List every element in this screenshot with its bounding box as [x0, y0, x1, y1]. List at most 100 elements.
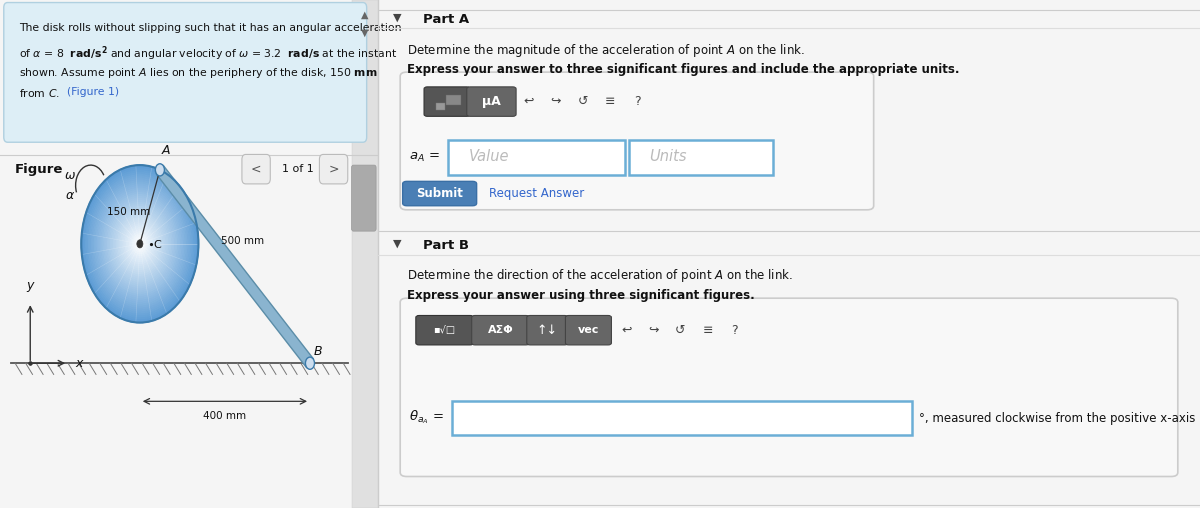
Circle shape	[96, 185, 184, 303]
Circle shape	[137, 240, 143, 248]
Circle shape	[90, 177, 190, 311]
Text: ↺: ↺	[577, 95, 588, 108]
Circle shape	[116, 212, 163, 275]
Text: ▼: ▼	[392, 239, 401, 249]
Circle shape	[121, 218, 158, 269]
Text: 400 mm: 400 mm	[203, 411, 246, 422]
Text: ?: ?	[634, 95, 641, 108]
Text: ↩: ↩	[523, 95, 534, 108]
FancyBboxPatch shape	[400, 298, 1178, 477]
FancyBboxPatch shape	[629, 140, 773, 175]
Circle shape	[106, 199, 174, 289]
Circle shape	[92, 181, 187, 307]
Circle shape	[101, 190, 180, 297]
Circle shape	[112, 206, 168, 281]
FancyBboxPatch shape	[352, 165, 376, 231]
Text: °, measured clockwise from the positive x-axis: °, measured clockwise from the positive …	[919, 411, 1195, 425]
Circle shape	[104, 197, 175, 291]
Text: Part B: Part B	[424, 239, 469, 252]
Circle shape	[82, 165, 198, 323]
FancyBboxPatch shape	[424, 87, 470, 116]
Circle shape	[102, 193, 178, 295]
Text: Request Answer: Request Answer	[488, 187, 584, 200]
Text: >: >	[329, 162, 338, 175]
Circle shape	[103, 195, 176, 293]
Text: 1 of 1: 1 of 1	[282, 164, 313, 174]
Circle shape	[130, 230, 150, 258]
Text: from $C$.: from $C$.	[19, 87, 61, 99]
Text: ↪: ↪	[551, 95, 560, 108]
Circle shape	[124, 222, 156, 266]
Text: 150 mm: 150 mm	[108, 207, 151, 217]
Text: $a_A$ =: $a_A$ =	[409, 151, 440, 164]
Text: A: A	[162, 144, 170, 157]
Text: The disk rolls without slipping such that it has an angular acceleration: The disk rolls without slipping such tha…	[19, 23, 401, 33]
Text: vec: vec	[577, 325, 599, 335]
Text: $\bullet$C: $\bullet$C	[146, 238, 163, 250]
Circle shape	[109, 203, 170, 285]
Text: shown. Assume point $A$ lies on the periphery of the disk, 150 $\mathbf{mm}$: shown. Assume point $A$ lies on the peri…	[19, 66, 377, 80]
Text: Figure: Figure	[16, 163, 64, 176]
Text: Submit: Submit	[416, 187, 463, 200]
Text: $\theta_{a_A}$ =: $\theta_{a_A}$ =	[409, 409, 444, 426]
Text: AΣΦ: AΣΦ	[487, 325, 514, 335]
Circle shape	[138, 242, 142, 246]
Text: Units: Units	[649, 149, 686, 165]
Polygon shape	[157, 165, 313, 368]
Text: Express your answer using three significant figures.: Express your answer using three signific…	[407, 289, 755, 302]
Text: ≡: ≡	[702, 324, 713, 337]
FancyBboxPatch shape	[446, 95, 461, 105]
Text: ▲: ▲	[361, 10, 368, 20]
Circle shape	[85, 171, 194, 316]
FancyBboxPatch shape	[400, 72, 874, 210]
Circle shape	[132, 234, 148, 253]
Circle shape	[108, 201, 172, 287]
Circle shape	[125, 224, 155, 264]
FancyBboxPatch shape	[436, 103, 445, 110]
Text: Value: Value	[468, 149, 509, 165]
Text: ↪: ↪	[648, 324, 659, 337]
Circle shape	[114, 208, 167, 279]
Circle shape	[134, 236, 145, 252]
Text: ≡: ≡	[605, 95, 616, 108]
Text: y: y	[26, 279, 34, 292]
Text: x: x	[76, 357, 83, 370]
Circle shape	[137, 240, 143, 248]
Circle shape	[127, 226, 154, 262]
Circle shape	[155, 164, 164, 176]
Circle shape	[98, 188, 181, 299]
Text: of $\alpha$ = 8  $\mathbf{rad/s^2}$ and angular velocity of $\omega$ = 3.2  $\ma: of $\alpha$ = 8 $\mathbf{rad/s^2}$ and a…	[19, 44, 397, 63]
Text: Determine the magnitude of the acceleration of point $A$ on the link.: Determine the magnitude of the accelerat…	[407, 42, 804, 58]
Text: Determine the direction of the acceleration of point $A$ on the link.: Determine the direction of the accelerat…	[407, 267, 793, 284]
FancyBboxPatch shape	[565, 315, 612, 345]
Circle shape	[88, 173, 192, 314]
Circle shape	[83, 167, 197, 321]
Circle shape	[128, 228, 151, 260]
Text: ↑↓: ↑↓	[536, 324, 558, 337]
Text: ↩: ↩	[620, 324, 631, 337]
Circle shape	[131, 232, 149, 256]
FancyBboxPatch shape	[527, 315, 568, 345]
Text: ?: ?	[732, 324, 738, 337]
Circle shape	[95, 183, 185, 305]
Circle shape	[122, 220, 157, 267]
FancyBboxPatch shape	[472, 315, 529, 345]
Text: Part A: Part A	[424, 13, 469, 26]
FancyBboxPatch shape	[352, 0, 378, 508]
Text: B: B	[313, 345, 323, 358]
Text: ▪√□: ▪√□	[433, 325, 456, 335]
Circle shape	[136, 238, 144, 250]
FancyBboxPatch shape	[4, 3, 367, 142]
FancyBboxPatch shape	[416, 315, 473, 345]
Text: ▼: ▼	[392, 13, 401, 23]
Circle shape	[84, 169, 196, 319]
Text: ▼: ▼	[361, 28, 368, 38]
Text: $\omega$: $\omega$	[64, 169, 76, 182]
Circle shape	[118, 214, 162, 273]
Text: 500 mm: 500 mm	[221, 236, 264, 246]
Circle shape	[306, 357, 314, 369]
Circle shape	[97, 187, 182, 301]
FancyBboxPatch shape	[452, 401, 912, 435]
Circle shape	[91, 179, 188, 309]
FancyBboxPatch shape	[467, 87, 516, 116]
